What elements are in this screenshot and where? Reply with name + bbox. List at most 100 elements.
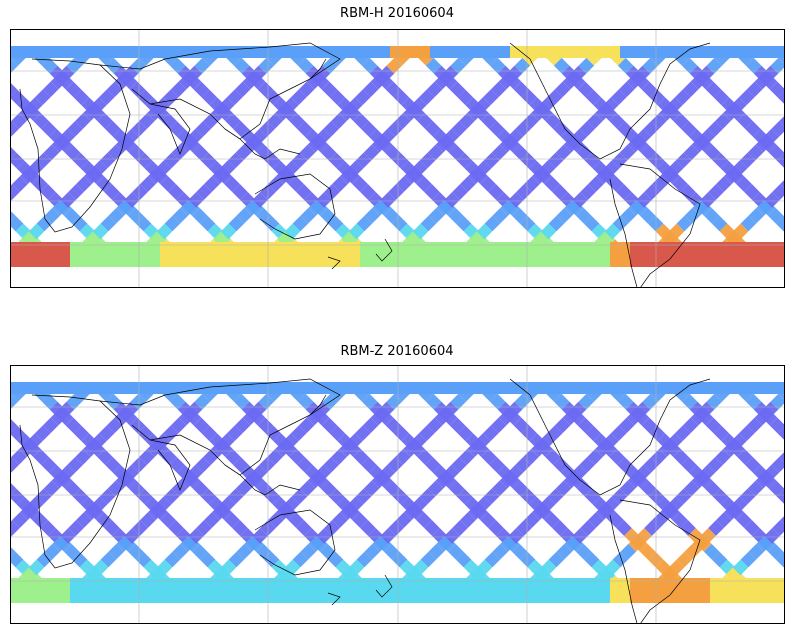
swath-cell [360, 46, 370, 58]
swath-cell [30, 242, 40, 267]
swath-segment [11, 449, 27, 465]
swath-segment [164, 551, 181, 568]
swath-segment [65, 417, 82, 434]
swath-segment [583, 551, 600, 568]
swath-segment [361, 393, 378, 410]
swath-segment [756, 199, 773, 216]
swath-cell [650, 382, 660, 394]
swath-segment [364, 543, 381, 560]
swath-cell [100, 242, 110, 267]
swath-segment [426, 417, 443, 434]
swath-segment [140, 512, 156, 528]
swath-cell [690, 242, 700, 267]
swath-segment [161, 449, 177, 465]
swath-segment [691, 136, 708, 153]
swath-segment [451, 121, 467, 137]
swath-segment [618, 81, 635, 98]
swath-cell [770, 242, 780, 267]
swath-segment [553, 457, 569, 473]
swath-segment [291, 488, 308, 505]
swath-segment [169, 121, 185, 137]
swath-segment [481, 113, 497, 129]
swath-segment [323, 121, 339, 137]
swath-segment [169, 393, 186, 410]
swath-segment [723, 441, 739, 457]
swath-segment [360, 184, 376, 200]
swath-segment [321, 417, 338, 434]
swath-cell [220, 578, 230, 603]
swath-segment [452, 184, 468, 200]
swath-segment [384, 144, 401, 161]
swath-cell [30, 46, 40, 58]
swath-cell [160, 382, 170, 394]
swath-segment [60, 528, 76, 544]
swath-cell [290, 242, 300, 267]
swath-segment [324, 184, 340, 200]
swath-segment [226, 425, 243, 442]
swath-segment [673, 449, 689, 465]
swath-segment [147, 504, 164, 521]
swath-segment [252, 528, 268, 544]
swath-cell [200, 242, 210, 267]
swath-cell [350, 46, 360, 58]
swath-segment [651, 449, 667, 465]
swath-segment [666, 433, 683, 450]
swath-segment [172, 207, 189, 224]
swath-segment [555, 144, 572, 161]
swath-segment [259, 121, 275, 137]
swath-segment [617, 457, 633, 473]
swath-segment [703, 207, 720, 224]
swath-segment [100, 215, 117, 232]
swath-cell [560, 382, 570, 394]
swath-segment [575, 207, 592, 224]
swath-segment [73, 425, 90, 442]
swath-segment [379, 128, 396, 145]
swath-segment [553, 393, 570, 410]
swath-segment [690, 409, 707, 426]
swath-segment [308, 199, 325, 216]
swath-cell [190, 242, 200, 267]
swath-cell [410, 46, 420, 58]
swath-segment [711, 215, 728, 232]
swath-segment [684, 207, 701, 224]
swath-segment [225, 449, 241, 465]
swath-segment [556, 207, 573, 224]
swath-segment [395, 113, 411, 129]
swath-segment [44, 207, 61, 224]
swath-segment [75, 113, 91, 129]
swath-cell [660, 578, 670, 603]
swath-segment [648, 152, 665, 169]
swath-cell [390, 382, 400, 394]
swath-segment [626, 73, 643, 90]
swath-cell [330, 382, 340, 394]
swath-cell [710, 382, 720, 394]
swath-segment [595, 168, 612, 185]
swath-cell [320, 382, 330, 394]
swath-segment [307, 136, 324, 153]
swath-segment [417, 113, 433, 129]
swath-cell [370, 46, 380, 58]
swath-segment [531, 504, 548, 521]
swath-segment [513, 417, 530, 434]
swath-segment [339, 504, 356, 521]
swath-segment [42, 417, 59, 434]
swath-segment [354, 425, 371, 442]
swath-segment [127, 543, 144, 560]
swath-segment [520, 488, 537, 505]
swath-segment [736, 176, 752, 192]
swath-segment [585, 89, 602, 106]
swath-segment [43, 480, 60, 497]
swath-cell [10, 242, 20, 267]
swath-cell [580, 578, 590, 603]
swath-segment [681, 57, 698, 74]
swath-cell [680, 382, 690, 394]
swath-cell [440, 46, 450, 58]
swath-segment [667, 496, 684, 513]
swath-segment [418, 425, 435, 442]
swath-segment [361, 457, 377, 473]
swath-segment [347, 496, 364, 513]
swath-cell [90, 382, 100, 394]
swath-segment [298, 81, 315, 98]
swath-segment [289, 449, 305, 465]
map-panel-rbm-z [10, 365, 785, 624]
